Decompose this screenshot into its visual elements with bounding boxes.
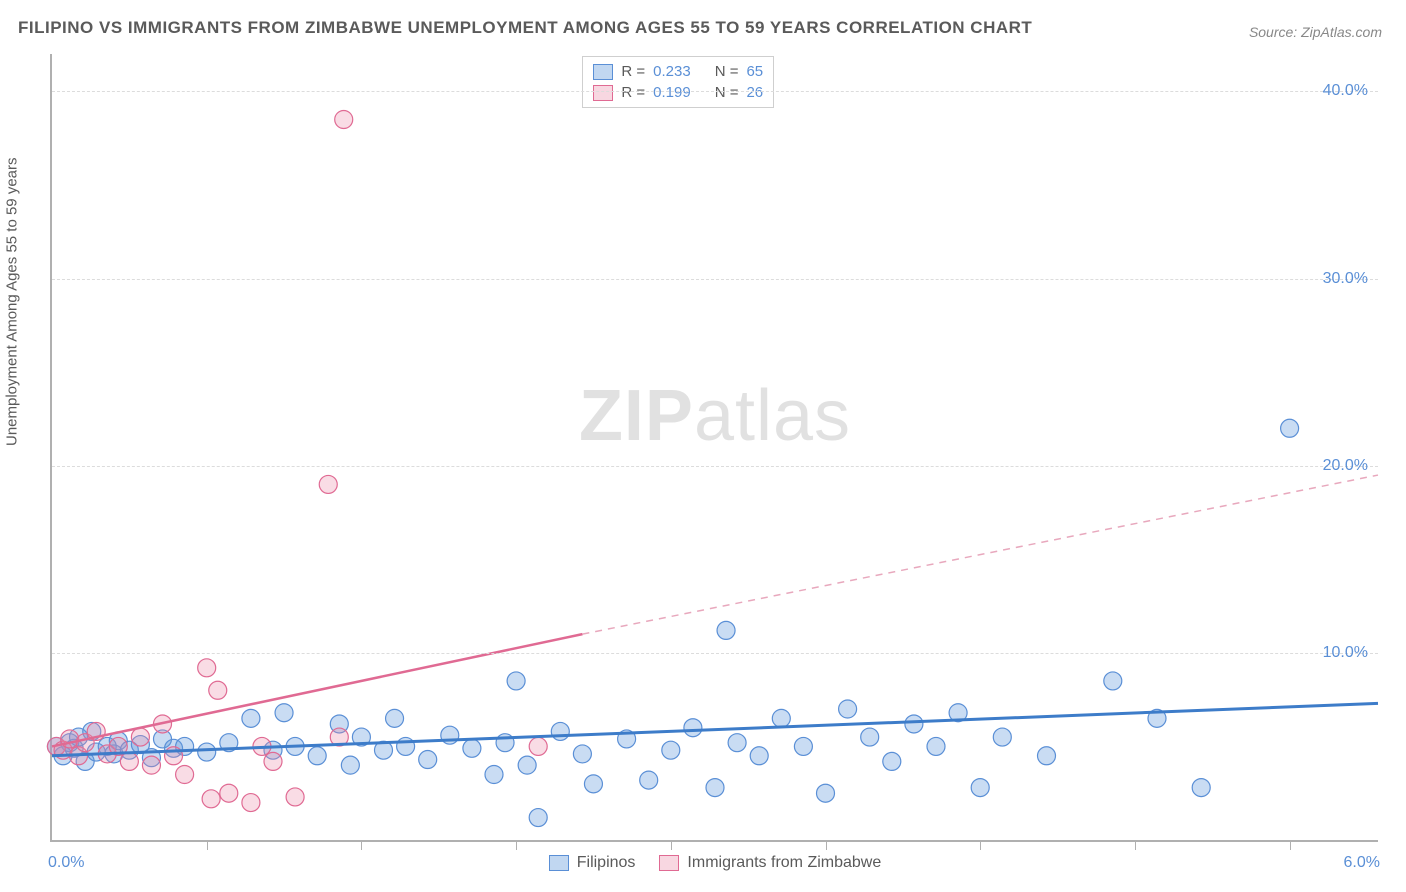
legend-r-value: 0.199: [653, 84, 691, 101]
data-point: [341, 756, 359, 774]
data-point: [485, 766, 503, 784]
data-point: [883, 752, 901, 770]
source-attribution: Source: ZipAtlas.com: [1249, 24, 1382, 40]
data-point: [529, 737, 547, 755]
data-point: [202, 790, 220, 808]
data-point: [209, 681, 227, 699]
grid-line: [52, 91, 1378, 92]
legend-swatch: [593, 64, 613, 80]
x-tick: [671, 842, 672, 850]
legend-n-label: N =: [715, 63, 739, 80]
plot-area: ZIPatlas R = 0.233 N = 65 R = 0.199 N = …: [50, 54, 1378, 842]
data-point: [684, 719, 702, 737]
data-point: [927, 737, 945, 755]
data-point: [794, 737, 812, 755]
data-point: [275, 704, 293, 722]
legend-correlation: R = 0.233 N = 65 R = 0.199 N = 26: [582, 56, 774, 108]
grid-line: [52, 466, 1378, 467]
y-tick-label: 20.0%: [1323, 457, 1368, 475]
data-point: [198, 743, 216, 761]
x-tick: [516, 842, 517, 850]
data-point: [1038, 747, 1056, 765]
data-point: [335, 111, 353, 129]
legend-swatch: [549, 855, 569, 871]
grid-line: [52, 653, 1378, 654]
legend-r-label: R =: [621, 63, 645, 80]
data-point: [463, 739, 481, 757]
data-point: [264, 752, 282, 770]
data-point: [120, 752, 138, 770]
legend-row: R = 0.233 N = 65: [593, 61, 763, 82]
chart-title: FILIPINO VS IMMIGRANTS FROM ZIMBABWE UNE…: [18, 18, 1032, 38]
trend-line-zimbabwe-solid: [52, 634, 582, 746]
data-point: [518, 756, 536, 774]
data-point: [131, 728, 149, 746]
data-point: [142, 756, 160, 774]
data-point: [308, 747, 326, 765]
legend-r-label: R =: [621, 84, 645, 101]
x-tick: [1290, 842, 1291, 850]
data-point: [1192, 779, 1210, 797]
legend-n-value: 65: [746, 63, 763, 80]
data-point: [662, 741, 680, 759]
data-point: [861, 728, 879, 746]
data-point: [706, 779, 724, 797]
data-point: [640, 771, 658, 789]
legend-item: Filipinos: [549, 854, 636, 872]
y-tick-label: 10.0%: [1323, 644, 1368, 662]
x-tick: [826, 842, 827, 850]
legend-label: Immigrants from Zimbabwe: [687, 854, 881, 872]
data-point: [198, 659, 216, 677]
x-tick: [980, 842, 981, 850]
data-point: [750, 747, 768, 765]
data-point: [176, 766, 194, 784]
data-point: [419, 751, 437, 769]
data-point: [386, 709, 404, 727]
x-tick: [1135, 842, 1136, 850]
y-tick-label: 30.0%: [1323, 270, 1368, 288]
data-point: [993, 728, 1011, 746]
legend-n-label: N =: [715, 84, 739, 101]
y-axis-label: Unemployment Among Ages 55 to 59 years: [4, 157, 21, 446]
data-point: [573, 745, 591, 763]
data-point: [507, 672, 525, 690]
trend-line-zimbabwe-dash: [582, 475, 1378, 634]
legend-swatch: [593, 85, 613, 101]
data-point: [1104, 672, 1122, 690]
data-point: [319, 475, 337, 493]
y-tick-label: 40.0%: [1323, 82, 1368, 100]
legend-row: R = 0.199 N = 26: [593, 82, 763, 103]
x-tick: [361, 842, 362, 850]
data-point: [529, 809, 547, 827]
data-point: [817, 784, 835, 802]
legend-r-value: 0.233: [653, 63, 691, 80]
data-point: [242, 709, 260, 727]
grid-line: [52, 279, 1378, 280]
x-tick: [207, 842, 208, 850]
data-point: [717, 621, 735, 639]
data-point: [839, 700, 857, 718]
data-point: [772, 709, 790, 727]
legend-n-value: 26: [746, 84, 763, 101]
x-end-label: 6.0%: [1344, 854, 1380, 872]
data-point: [728, 734, 746, 752]
legend-label: Filipinos: [577, 854, 636, 872]
data-point: [286, 788, 304, 806]
data-point: [551, 722, 569, 740]
data-point: [242, 794, 260, 812]
x-origin-label: 0.0%: [48, 854, 84, 872]
data-point: [905, 715, 923, 733]
legend-item: Immigrants from Zimbabwe: [659, 854, 881, 872]
chart-svg: [52, 54, 1378, 840]
data-point: [971, 779, 989, 797]
legend-swatch: [659, 855, 679, 871]
data-point: [584, 775, 602, 793]
data-point: [1281, 419, 1299, 437]
legend-series: Filipinos Immigrants from Zimbabwe: [52, 854, 1378, 872]
data-point: [220, 784, 238, 802]
